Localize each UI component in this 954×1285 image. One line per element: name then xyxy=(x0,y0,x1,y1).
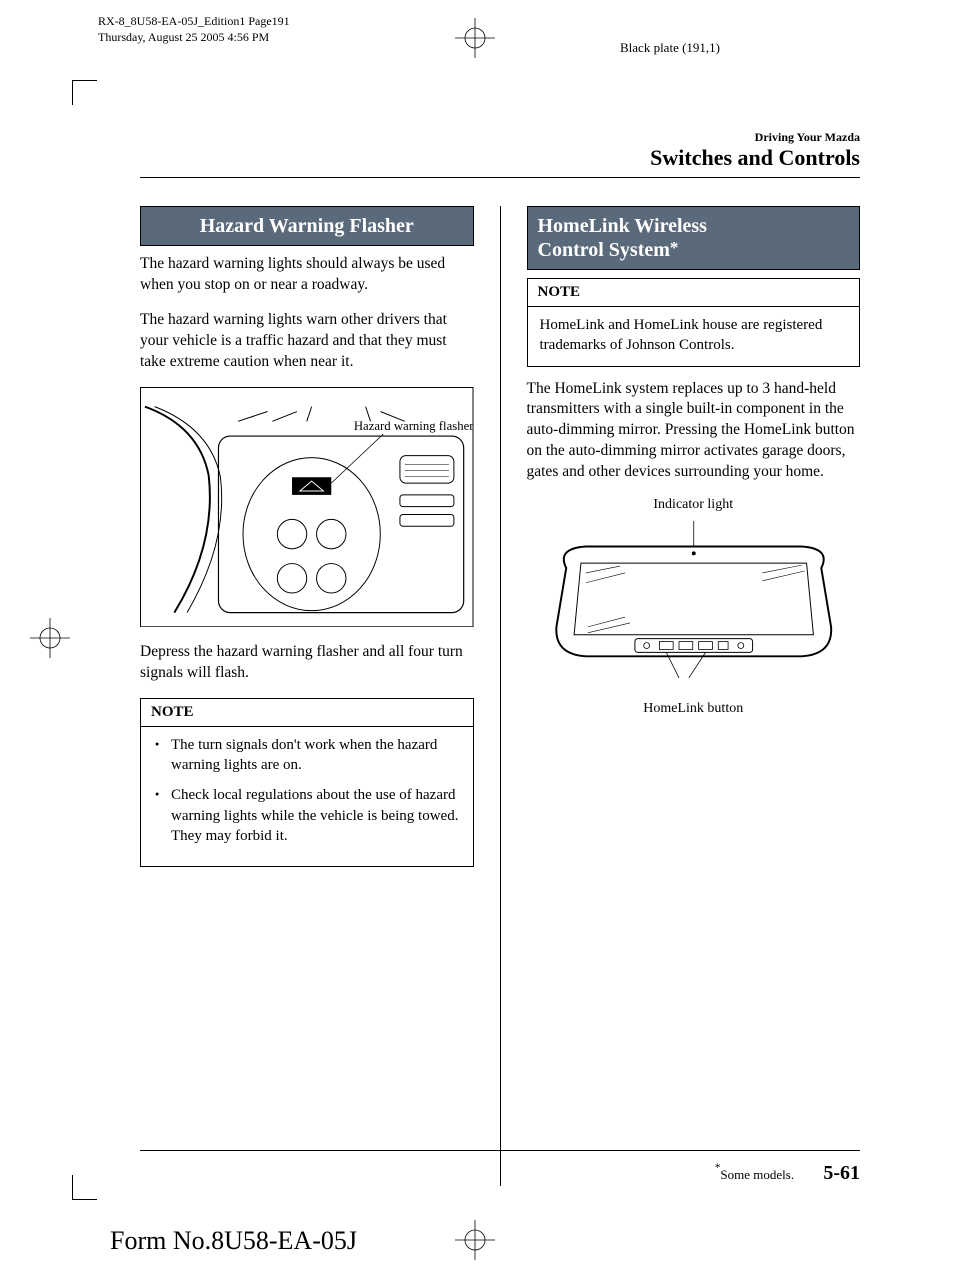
left-column: Hazard Warning Flasher The hazard warnin… xyxy=(140,206,474,1186)
doc-id-line1: RX-8_8U58-EA-05J_Edition1 Page191 xyxy=(98,14,290,30)
note-title-homelink: NOTE xyxy=(528,279,860,307)
note-item-local-regs: Check local regulations about the use of… xyxy=(153,785,461,846)
note-body-hazard: The turn signals don't work when the haz… xyxy=(141,727,473,866)
footer-right: *Some models. 5-61 xyxy=(715,1162,860,1185)
right-column: HomeLink Wireless Control System* NOTE H… xyxy=(527,206,861,1186)
note-title-hazard: NOTE xyxy=(141,699,473,727)
running-head-small: Driving Your Mazda xyxy=(140,130,860,145)
black-plate-label: Black plate (191,1) xyxy=(620,40,720,56)
homelink-mirror-illustration xyxy=(527,519,861,691)
homelink-button-label: HomeLink button xyxy=(527,701,861,717)
homelink-title-line2: Control System xyxy=(538,239,670,261)
note-box-homelink-trademark: NOTE HomeLink and HomeLink house are reg… xyxy=(527,278,861,367)
asterisk-icon: * xyxy=(670,238,679,257)
para-hazard-intro: The hazard warning lights should always … xyxy=(140,254,474,296)
page-number: 5-61 xyxy=(823,1162,860,1184)
running-head-large: Switches and Controls xyxy=(140,145,860,171)
registration-mark-left xyxy=(30,618,70,658)
para-hazard-warn: The hazard warning lights warn other dri… xyxy=(140,310,474,373)
para-homelink-desc: The HomeLink system replaces up to 3 han… xyxy=(527,379,861,484)
column-divider xyxy=(500,206,501,1186)
content-area: Driving Your Mazda Switches and Controls… xyxy=(140,130,860,1186)
note-body-homelink: HomeLink and HomeLink house are register… xyxy=(528,307,860,366)
two-column-layout: Hazard Warning Flasher The hazard warnin… xyxy=(140,206,860,1186)
para-hazard-depress: Depress the hazard warning flasher and a… xyxy=(140,642,474,684)
indicator-light-label: Indicator light xyxy=(527,497,861,513)
hazard-flasher-callout: Hazard warning flasher xyxy=(354,419,474,433)
homelink-title-line1: HomeLink Wireless xyxy=(538,215,707,237)
section-heading-hazard: Hazard Warning Flasher xyxy=(140,206,474,246)
hazard-flasher-illustration: Hazard warning flasher xyxy=(140,387,474,632)
header-rule xyxy=(140,177,860,178)
section-heading-homelink: HomeLink Wireless Control System* xyxy=(527,206,861,270)
crop-mark-tl xyxy=(72,80,97,105)
some-models-label: Some models. xyxy=(720,1167,794,1182)
registration-mark-bottom xyxy=(455,1220,495,1260)
running-head: Driving Your Mazda Switches and Controls xyxy=(140,130,860,177)
form-number: Form No.8U58-EA-05J xyxy=(110,1226,357,1256)
crop-mark-bl xyxy=(72,1175,97,1200)
note-item-turn-signals: The turn signals don't work when the haz… xyxy=(153,735,461,776)
doc-id-line2: Thursday, August 25 2005 4:56 PM xyxy=(98,30,290,46)
note-box-hazard: NOTE The turn signals don't work when th… xyxy=(140,698,474,867)
doc-header-info: RX-8_8U58-EA-05J_Edition1 Page191 Thursd… xyxy=(98,14,290,45)
footer-rule xyxy=(140,1150,860,1151)
registration-mark-top xyxy=(455,18,495,58)
